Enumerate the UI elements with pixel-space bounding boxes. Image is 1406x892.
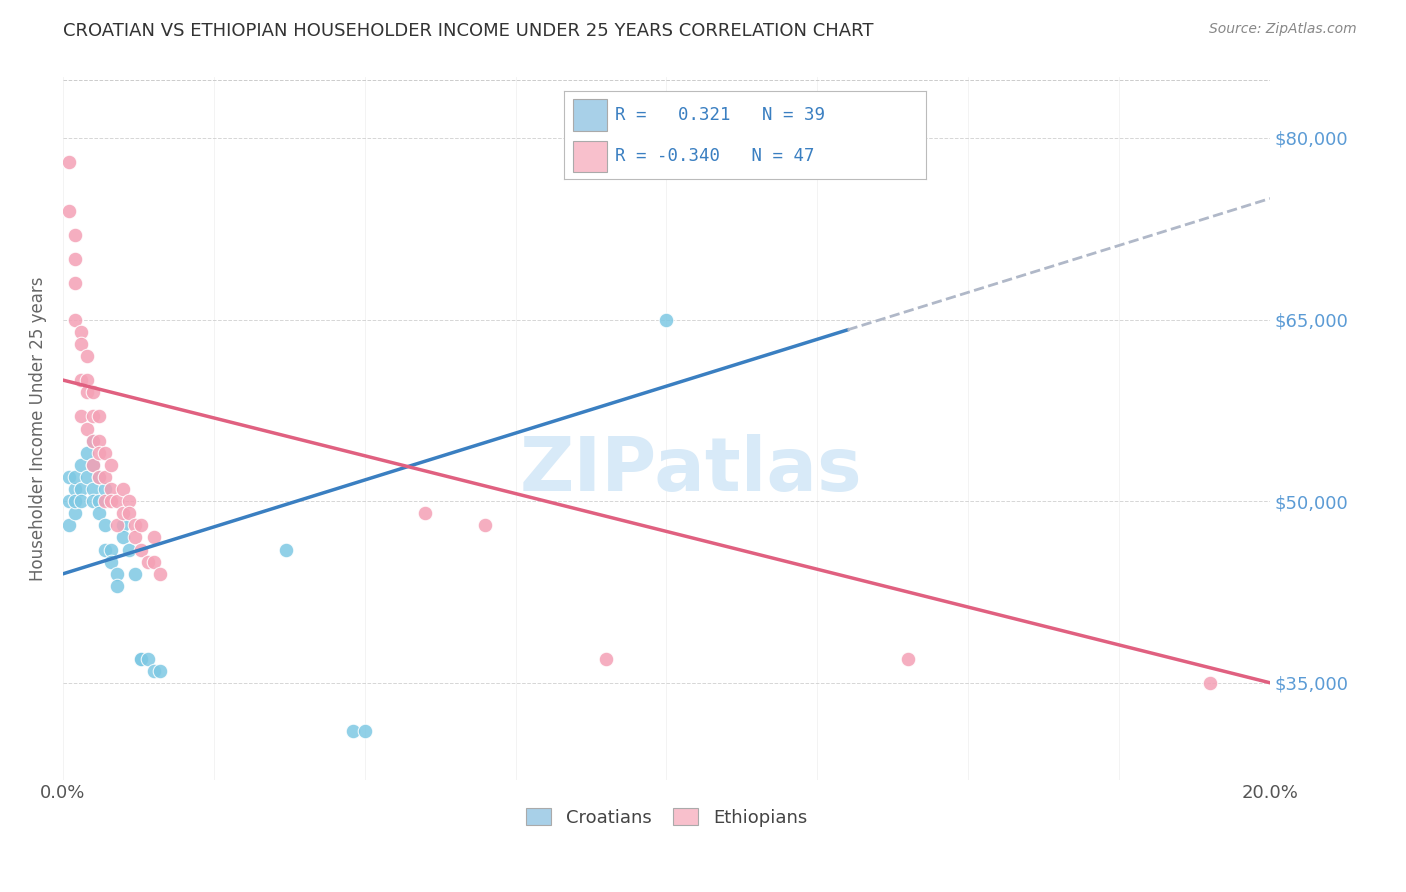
Point — [112, 506, 135, 520]
Point — [58, 155, 80, 169]
Point — [58, 203, 80, 218]
Point — [1198, 675, 1220, 690]
Point — [63, 227, 86, 242]
Point — [89, 409, 111, 424]
Point — [353, 724, 375, 739]
Point — [82, 458, 104, 472]
Point — [70, 409, 93, 424]
Y-axis label: Householder Income Under 25 years: Householder Income Under 25 years — [30, 277, 46, 581]
Point — [276, 542, 298, 557]
Point — [89, 494, 111, 508]
Point — [82, 482, 104, 496]
Point — [131, 651, 153, 665]
Text: ZIPatlas: ZIPatlas — [519, 434, 862, 508]
Point — [124, 518, 146, 533]
Point — [112, 518, 135, 533]
Point — [70, 325, 93, 339]
Point — [131, 542, 153, 557]
Point — [89, 506, 111, 520]
Point — [63, 482, 86, 496]
Point — [413, 506, 436, 520]
Point — [94, 446, 117, 460]
Point — [136, 651, 159, 665]
Point — [142, 531, 165, 545]
Point — [70, 373, 93, 387]
Point — [82, 434, 104, 448]
Point — [94, 470, 117, 484]
Point — [105, 494, 128, 508]
Point — [63, 312, 86, 326]
Point — [131, 518, 153, 533]
Point — [124, 531, 146, 545]
Point — [131, 651, 153, 665]
Point — [63, 277, 86, 291]
Point — [63, 494, 86, 508]
Point — [76, 385, 98, 400]
Point — [100, 494, 122, 508]
Point — [89, 446, 111, 460]
Point — [76, 373, 98, 387]
Point — [142, 664, 165, 678]
Point — [655, 312, 678, 326]
Point — [58, 470, 80, 484]
Point — [897, 651, 920, 665]
Point — [89, 470, 111, 484]
Point — [82, 385, 104, 400]
Point — [70, 494, 93, 508]
Point — [112, 482, 135, 496]
Point — [100, 482, 122, 496]
Point — [136, 555, 159, 569]
Point — [76, 421, 98, 435]
Point — [105, 518, 128, 533]
Point — [63, 470, 86, 484]
Point — [118, 494, 141, 508]
Point — [149, 566, 172, 581]
Point — [89, 434, 111, 448]
Point — [105, 579, 128, 593]
Legend: Croatians, Ethiopians: Croatians, Ethiopians — [519, 800, 814, 834]
Point — [89, 470, 111, 484]
Point — [100, 555, 122, 569]
Point — [82, 494, 104, 508]
Point — [105, 566, 128, 581]
Point — [76, 349, 98, 363]
Point — [342, 724, 364, 739]
Point — [149, 664, 172, 678]
Point — [76, 446, 98, 460]
Point — [142, 555, 165, 569]
Point — [58, 518, 80, 533]
Point — [94, 482, 117, 496]
Point — [82, 458, 104, 472]
Text: CROATIAN VS ETHIOPIAN HOUSEHOLDER INCOME UNDER 25 YEARS CORRELATION CHART: CROATIAN VS ETHIOPIAN HOUSEHOLDER INCOME… — [63, 22, 873, 40]
Point — [94, 542, 117, 557]
Point — [63, 252, 86, 266]
Point — [124, 566, 146, 581]
Point — [595, 651, 617, 665]
Point — [82, 409, 104, 424]
Point — [100, 458, 122, 472]
Point — [112, 531, 135, 545]
Point — [94, 494, 117, 508]
Point — [58, 494, 80, 508]
Point — [63, 506, 86, 520]
Point — [100, 542, 122, 557]
Point — [70, 482, 93, 496]
Point — [94, 518, 117, 533]
Point — [118, 506, 141, 520]
Point — [70, 458, 93, 472]
Point — [474, 518, 496, 533]
Text: Source: ZipAtlas.com: Source: ZipAtlas.com — [1209, 22, 1357, 37]
Point — [70, 336, 93, 351]
Point — [82, 434, 104, 448]
Point — [76, 470, 98, 484]
Point — [118, 542, 141, 557]
